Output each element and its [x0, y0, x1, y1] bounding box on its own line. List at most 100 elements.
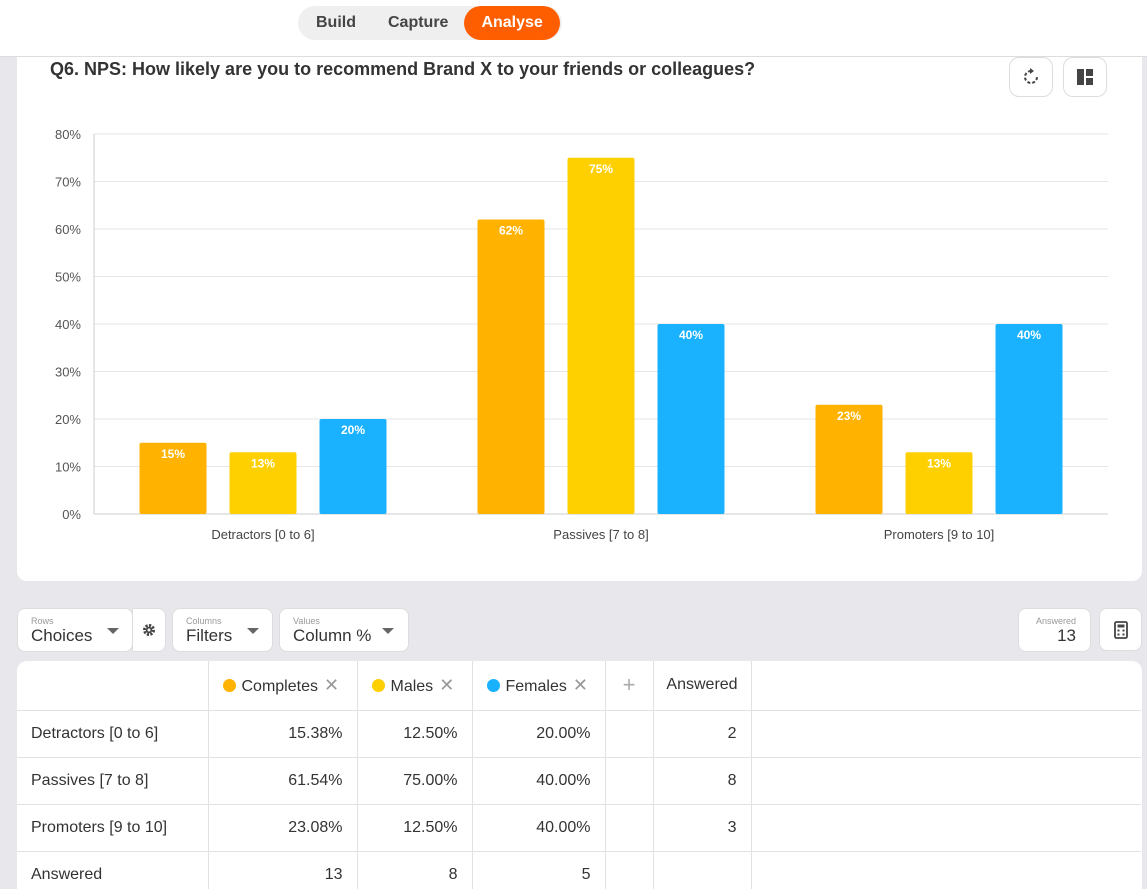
tab-capture[interactable]: Capture [388, 14, 449, 31]
y-tick-label: 80% [55, 127, 81, 142]
question-title: Q6. NPS: How likely are you to recommend… [50, 59, 756, 79]
calculator-button[interactable] [1099, 608, 1142, 651]
table-row: Promoters [9 to 10] 23.08% 12.50% 40.00%… [17, 804, 1141, 852]
close-icon[interactable]: ✕ [439, 674, 455, 695]
y-tick-label: 20% [55, 412, 81, 427]
cell-completes: 23.08% [208, 804, 358, 852]
bar-males [229, 452, 297, 514]
cell-males: 75.00% [357, 757, 473, 805]
header-females: Females ✕ [472, 661, 606, 711]
completes-dot-icon [222, 678, 236, 692]
females-dot-icon [486, 678, 500, 692]
chevron-down-icon [247, 628, 259, 634]
calculator-icon [1113, 620, 1128, 639]
header-completes: Completes ✕ [208, 661, 358, 711]
x-category-label: Passives [7 to 8] [553, 527, 648, 542]
header-filler [751, 661, 1141, 711]
answered-value: 13 [1057, 626, 1076, 645]
settings-button[interactable] [132, 608, 166, 652]
results-table-card: Completes ✕ Males ✕ Females ✕ + Answered De… [17, 661, 1142, 889]
bar-value-label: 75% [589, 162, 613, 176]
bar-value-label: 23% [837, 409, 861, 423]
y-tick-label: 30% [55, 365, 81, 380]
row-label: Answered [17, 851, 209, 889]
bar-completes [815, 404, 883, 514]
layout-button[interactable] [1063, 57, 1107, 97]
cell-empty [605, 710, 654, 758]
bar-completes [139, 442, 207, 514]
refresh-button[interactable] [1009, 57, 1053, 97]
bar-chart: 0% 10% 20% 30% 40% 50% 60% 70% 80% 15% 13% 20% Detra… [55, 127, 1108, 542]
cell-empty [605, 851, 654, 889]
bar-value-label: 40% [679, 328, 703, 342]
add-column-button[interactable]: + [605, 661, 654, 711]
table-row: Detractors [0 to 6] 15.38% 12.50% 20.00%… [17, 710, 1141, 758]
cell-answered: 3 [653, 804, 752, 852]
top-bar: Build Capture Analyse [0, 0, 1147, 57]
mode-tabs: Build Capture Analyse [298, 6, 562, 40]
cell-males: 12.50% [357, 804, 473, 852]
columns-dropdown[interactable]: Columns Filters [172, 608, 273, 652]
bar-females [319, 419, 387, 514]
cell-completes: 61.54% [208, 757, 358, 805]
cell-filler [751, 804, 1141, 852]
tab-analyse[interactable]: Analyse [464, 6, 560, 40]
cell-females: 40.00% [472, 757, 606, 805]
cell-males: 8 [357, 851, 473, 889]
header-empty [17, 661, 209, 711]
header-males: Males ✕ [357, 661, 473, 711]
layout-icon [1077, 69, 1093, 85]
header-answered: Answered [653, 661, 752, 711]
header-completes-label: Completes [241, 677, 318, 695]
y-tick-label: 0% [62, 507, 81, 522]
cell-filler [751, 710, 1141, 758]
y-tick-label: 40% [55, 317, 81, 332]
table-row: Passives [7 to 8] 61.54% 75.00% 40.00% 8 [17, 757, 1141, 805]
plus-icon: + [622, 672, 636, 698]
rows-label: Rows [31, 616, 54, 626]
chevron-down-icon [107, 628, 119, 634]
x-category-label: Detractors [0 to 6] [211, 527, 314, 542]
bar-males [567, 157, 635, 514]
header-females-label: Females [505, 677, 567, 695]
cell-completes: 15.38% [208, 710, 358, 758]
y-tick-label: 60% [55, 222, 81, 237]
cell-answered: 2 [653, 710, 752, 758]
cell-answered: 8 [653, 757, 752, 805]
bar-females [995, 324, 1063, 514]
y-tick-label: 10% [55, 460, 81, 475]
tab-build[interactable]: Build [316, 14, 356, 31]
chart-card: 0% 10% 20% 30% 40% 50% 60% 70% 80% 15% 13% 20% Detra… [17, 57, 1142, 581]
rows-dropdown[interactable]: Rows Choices [17, 608, 133, 652]
cell-females: 5 [472, 851, 606, 889]
header-males-label: Males [390, 677, 434, 695]
gear-icon [143, 624, 155, 636]
rows-value: Choices [31, 626, 93, 645]
bar-males [905, 452, 973, 514]
y-tick-label: 50% [55, 270, 81, 285]
cell-males: 12.50% [357, 710, 473, 758]
row-label: Promoters [9 to 10] [17, 804, 209, 852]
cell-filler [751, 851, 1141, 889]
bar-value-label: 40% [1017, 328, 1041, 342]
cell-completes: 13 [208, 851, 358, 889]
values-value: Column % [293, 626, 372, 645]
cell-empty [605, 757, 654, 805]
chevron-down-icon [382, 628, 394, 634]
bar-completes [477, 219, 545, 514]
bar-value-label: 15% [161, 447, 185, 461]
cell-answered [653, 851, 752, 889]
table-header-row: Completes ✕ Males ✕ Females ✕ + Answered [17, 661, 1141, 711]
answered-label: Answered [1035, 616, 1076, 626]
values-dropdown[interactable]: Values Column % [279, 608, 409, 652]
values-label: Values [293, 616, 320, 626]
columns-label: Columns [186, 616, 222, 626]
bar-value-label: 62% [499, 224, 523, 238]
cell-females: 40.00% [472, 804, 606, 852]
close-icon[interactable]: ✕ [572, 674, 588, 695]
close-icon[interactable]: ✕ [323, 674, 340, 695]
cell-filler [751, 757, 1141, 805]
x-category-label: Promoters [9 to 10] [884, 527, 995, 542]
refresh-icon [1024, 68, 1038, 84]
males-dot-icon [371, 678, 385, 692]
